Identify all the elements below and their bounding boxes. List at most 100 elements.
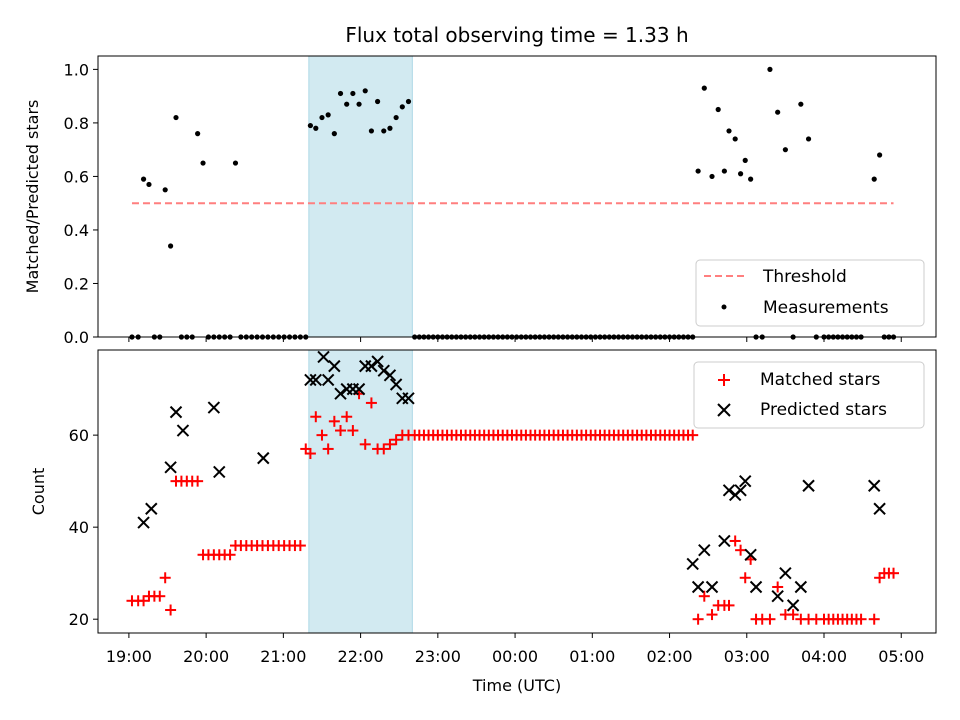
matched-star-point bbox=[192, 475, 204, 487]
x-tick-label: 03:00 bbox=[724, 647, 770, 666]
predicted-star-point bbox=[383, 369, 397, 382]
measurement-point bbox=[805, 136, 812, 142]
measurement-point bbox=[767, 66, 773, 72]
matched-star-point bbox=[772, 581, 784, 593]
bottom-legend: Matched stars Predicted stars bbox=[693, 361, 925, 429]
predicted-star-point bbox=[749, 580, 763, 594]
matched-star-point bbox=[698, 590, 710, 602]
measurement-point bbox=[701, 85, 707, 91]
measurement-point bbox=[871, 176, 877, 182]
measurement-point bbox=[381, 128, 387, 134]
bottom-axes-frame bbox=[97, 349, 937, 634]
x-tick-label: 20:00 bbox=[183, 647, 229, 666]
top-axes-frame bbox=[97, 55, 937, 338]
matched-star-point bbox=[359, 438, 371, 450]
predicted-star-point bbox=[705, 580, 719, 594]
measurement-point bbox=[721, 168, 727, 174]
top-y-tick-label: 1.0 bbox=[64, 60, 89, 79]
predicted-star-point bbox=[169, 405, 183, 419]
matched-star-point bbox=[787, 609, 799, 621]
top-y-tick-label: 0.4 bbox=[64, 221, 89, 240]
shaded-span-rect bbox=[308, 349, 413, 634]
matched-star-point bbox=[384, 438, 396, 450]
legend-measurements-label: Measurements bbox=[763, 298, 889, 318]
predicted-star-point bbox=[352, 382, 366, 396]
measurement-point bbox=[331, 131, 337, 137]
measurement-point bbox=[798, 101, 804, 107]
predicted-star-point bbox=[371, 355, 384, 368]
bottom-y-ticks: 20 40 60 bbox=[69, 426, 98, 629]
matched-star-point bbox=[154, 590, 166, 602]
matched-star-point bbox=[159, 572, 171, 584]
matched-star-point bbox=[888, 567, 900, 579]
measurement-point bbox=[146, 181, 152, 188]
matched-star-point bbox=[335, 425, 347, 437]
matched-star-point bbox=[692, 613, 704, 625]
measurement-point bbox=[232, 160, 239, 166]
measurement-point bbox=[737, 171, 744, 177]
measurement-point bbox=[140, 176, 147, 182]
measurement-point bbox=[344, 101, 350, 107]
top-y-tick-label: 0.0 bbox=[64, 328, 89, 347]
matched-star-point bbox=[347, 425, 359, 437]
top-y-axis-label: Matched/Predicted stars bbox=[23, 100, 42, 294]
bottom-y-axis-label: Count bbox=[29, 468, 48, 516]
matched-star-point bbox=[390, 434, 402, 446]
predicted-star-point bbox=[744, 548, 757, 561]
measurement-point bbox=[742, 157, 748, 163]
measurement-point bbox=[362, 88, 368, 94]
matched-star-point bbox=[855, 613, 867, 625]
predicted-star-point bbox=[137, 516, 150, 529]
predicted-star-point bbox=[317, 350, 330, 364]
matched-star-point bbox=[165, 604, 177, 616]
matched-star-point bbox=[764, 613, 776, 625]
matched-star-point bbox=[224, 549, 236, 561]
top-y-tick-label: 0.2 bbox=[64, 274, 89, 293]
x-tick-label: 23:00 bbox=[415, 647, 461, 666]
predicted-star-point bbox=[739, 474, 752, 488]
predicted-star-point bbox=[207, 401, 221, 414]
top-shaded-span bbox=[308, 55, 413, 338]
bottom-shaded-span bbox=[308, 349, 413, 634]
predicted-star-point bbox=[389, 378, 403, 391]
predicted-stars-points bbox=[137, 350, 886, 612]
predicted-star-point bbox=[691, 580, 705, 594]
predicted-star-point bbox=[873, 502, 886, 515]
matched-star-point bbox=[378, 443, 390, 455]
top-panel: 0.0 0.2 0.4 0.6 0.8 1.0 Matched/Predicted sta… bbox=[23, 55, 937, 347]
legend-matched-label: Matched stars bbox=[760, 370, 880, 390]
matched-star-point bbox=[868, 613, 880, 625]
measurement-point bbox=[748, 176, 754, 182]
matched-star-point bbox=[687, 429, 699, 441]
predicted-star-point bbox=[176, 424, 190, 437]
matched-star-point bbox=[365, 397, 377, 409]
matched-star-point bbox=[739, 572, 751, 584]
bottom-y-tick-label: 20 bbox=[69, 610, 89, 629]
matched-star-point bbox=[723, 599, 735, 611]
predicted-star-point bbox=[321, 373, 335, 387]
legend-predicted-label: Predicted stars bbox=[760, 400, 887, 420]
measurement-point bbox=[195, 131, 201, 137]
x-tick-label: 21:00 bbox=[260, 647, 306, 666]
predicted-star-point bbox=[402, 392, 415, 405]
shaded-span-rect bbox=[308, 55, 413, 338]
x-tick-label: 05:00 bbox=[878, 647, 924, 666]
matched-star-point bbox=[735, 544, 747, 556]
measurement-point bbox=[162, 187, 168, 193]
predicted-star-point bbox=[686, 557, 699, 571]
measurement-point bbox=[200, 160, 206, 166]
predicted-star-point bbox=[257, 451, 270, 465]
predicted-star-point bbox=[304, 373, 317, 387]
measurement-point bbox=[775, 109, 781, 115]
measurement-point bbox=[782, 147, 788, 153]
measurement-point bbox=[877, 152, 883, 158]
predicted-star-point bbox=[771, 589, 784, 603]
predicted-star-point bbox=[794, 580, 808, 594]
measurement-point bbox=[319, 114, 325, 121]
x-tick-label: 02:00 bbox=[646, 647, 692, 666]
x-axis-label: Time (UTC) bbox=[472, 676, 561, 695]
x-tick-label: 22:00 bbox=[338, 647, 384, 666]
legend-measurements-swatch bbox=[721, 304, 727, 310]
measurement-point bbox=[325, 112, 331, 118]
